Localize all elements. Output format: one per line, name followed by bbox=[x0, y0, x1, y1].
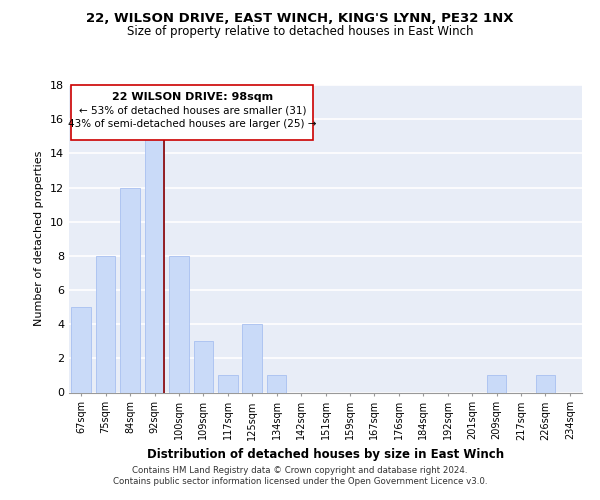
Bar bbox=[120, 188, 140, 392]
Text: 43% of semi-detached houses are larger (25) →: 43% of semi-detached houses are larger (… bbox=[68, 119, 317, 129]
Text: 22, WILSON DRIVE, EAST WINCH, KING'S LYNN, PE32 1NX: 22, WILSON DRIVE, EAST WINCH, KING'S LYN… bbox=[86, 12, 514, 26]
Bar bbox=[536, 376, 555, 392]
Bar bbox=[169, 256, 188, 392]
Text: Contains public sector information licensed under the Open Government Licence v3: Contains public sector information licen… bbox=[113, 477, 487, 486]
X-axis label: Distribution of detached houses by size in East Winch: Distribution of detached houses by size … bbox=[147, 448, 504, 461]
Bar bbox=[487, 376, 506, 392]
Bar bbox=[267, 376, 286, 392]
Bar bbox=[242, 324, 262, 392]
Bar bbox=[145, 136, 164, 392]
Bar bbox=[194, 341, 213, 392]
Text: Size of property relative to detached houses in East Winch: Size of property relative to detached ho… bbox=[127, 25, 473, 38]
Text: ← 53% of detached houses are smaller (31): ← 53% of detached houses are smaller (31… bbox=[79, 106, 306, 116]
Bar bbox=[96, 256, 115, 392]
Text: 22 WILSON DRIVE: 98sqm: 22 WILSON DRIVE: 98sqm bbox=[112, 92, 273, 102]
Text: Contains HM Land Registry data © Crown copyright and database right 2024.: Contains HM Land Registry data © Crown c… bbox=[132, 466, 468, 475]
Bar bbox=[71, 307, 91, 392]
FancyBboxPatch shape bbox=[71, 85, 313, 140]
Bar bbox=[218, 376, 238, 392]
Y-axis label: Number of detached properties: Number of detached properties bbox=[34, 151, 44, 326]
